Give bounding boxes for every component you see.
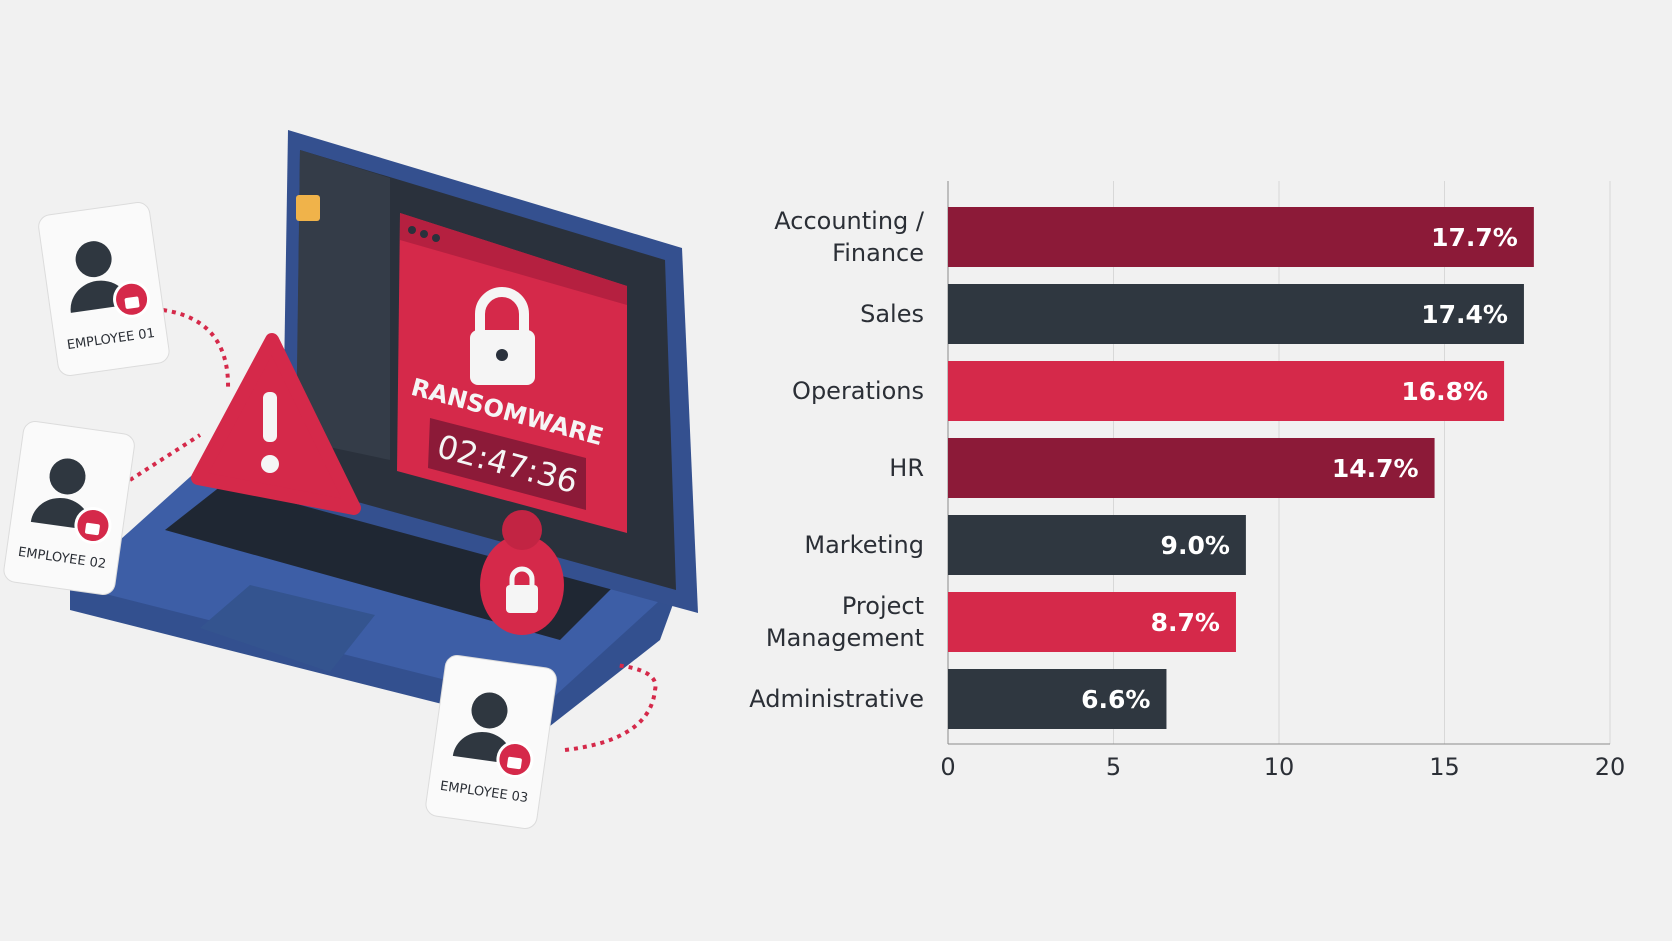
bug-lock — [506, 585, 538, 613]
bar — [948, 361, 1505, 421]
x-tick-label: 20 — [1595, 753, 1626, 781]
avatar-head — [49, 458, 86, 495]
value-label: 14.7% — [1332, 454, 1419, 483]
value-label: 17.7% — [1431, 223, 1518, 252]
x-tick-label: 5 — [1106, 753, 1121, 781]
employee-card: EMPLOYEE 03 — [425, 655, 557, 829]
category-label: Project Management — [765, 592, 924, 652]
bar — [948, 669, 1167, 729]
value-label: 9.0% — [1161, 531, 1230, 560]
warning-mark — [263, 392, 277, 442]
bar — [948, 207, 1534, 267]
x-tick-label: 0 — [940, 753, 955, 781]
value-label: 8.7% — [1151, 608, 1220, 637]
avatar-head — [471, 692, 508, 729]
category-label: Accounting / Finance — [774, 207, 924, 267]
x-tick-label: 10 — [1264, 753, 1295, 781]
category-label: Administrative — [749, 685, 924, 713]
value-label: 17.4% — [1421, 300, 1508, 329]
sidebar — [296, 150, 390, 460]
warning-dot — [261, 455, 279, 473]
ransom-window-bar — [400, 213, 627, 305]
value-label: 6.6% — [1081, 685, 1150, 714]
category-label: Marketing — [804, 531, 924, 559]
bar — [948, 515, 1246, 575]
padlock-shackle — [475, 287, 529, 332]
x-tick-label: 15 — [1429, 753, 1460, 781]
dot — [408, 226, 416, 234]
bug-lock-shackle — [509, 566, 535, 587]
lock — [85, 522, 100, 536]
category-label: HR — [889, 454, 924, 482]
lock — [507, 756, 522, 770]
touchpad — [200, 585, 375, 672]
bar — [948, 438, 1435, 498]
avatar-head — [75, 241, 112, 278]
connector — [128, 308, 658, 752]
dot — [432, 234, 440, 242]
timer-box — [428, 418, 586, 510]
category-label: Operations — [792, 377, 924, 405]
bar — [948, 592, 1236, 652]
illustration: RANSOMWARE 02:47:36 EMPLOYEE 01EMPLOYEE … — [3, 130, 698, 829]
employee-card: EMPLOYEE 02 — [3, 421, 135, 595]
dot — [420, 230, 428, 238]
value-label: 16.8% — [1401, 377, 1488, 406]
bug-head — [502, 510, 542, 550]
keyhole — [496, 349, 508, 361]
employee-card: EMPLOYEE 01 — [38, 202, 170, 376]
folder-icon — [296, 195, 320, 221]
category-label: Sales — [860, 300, 924, 328]
lock — [124, 296, 140, 309]
bar — [948, 284, 1524, 344]
